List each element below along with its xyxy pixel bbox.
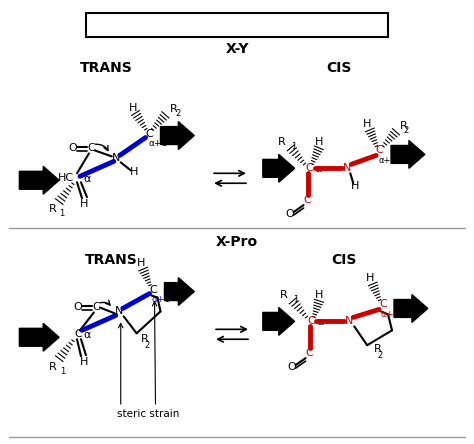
- Text: C: C: [92, 302, 100, 313]
- Text: X-Y: X-Y: [225, 42, 249, 56]
- Text: H: H: [129, 167, 138, 177]
- Polygon shape: [19, 323, 59, 351]
- Text: α+1: α+1: [381, 310, 400, 319]
- Polygon shape: [19, 166, 59, 194]
- Bar: [86, 13, 388, 37]
- Text: C: C: [304, 195, 311, 205]
- Text: 1: 1: [293, 295, 298, 304]
- Text: H: H: [363, 119, 371, 129]
- Text: H: H: [315, 136, 324, 147]
- Text: C: C: [146, 129, 154, 139]
- Polygon shape: [394, 294, 428, 322]
- Text: C: C: [74, 329, 82, 339]
- Text: C: C: [308, 317, 315, 326]
- Polygon shape: [263, 155, 295, 182]
- Text: C: C: [306, 163, 313, 173]
- Text: X-Pro: X-Pro: [216, 235, 258, 249]
- Text: 2: 2: [403, 126, 409, 135]
- Text: O: O: [287, 362, 296, 372]
- Text: 2: 2: [377, 351, 383, 360]
- Text: 1: 1: [291, 142, 296, 151]
- Polygon shape: [263, 307, 295, 335]
- Text: R: R: [48, 362, 56, 372]
- Text: TRANS: TRANS: [84, 253, 137, 267]
- Text: 1: 1: [61, 367, 66, 376]
- Text: H: H: [315, 289, 324, 300]
- Text: PEPTIDE BONDS:  CIS OR TRANS: PEPTIDE BONDS: CIS OR TRANS: [111, 20, 363, 34]
- Text: α: α: [317, 317, 324, 327]
- Text: α+1: α+1: [149, 139, 168, 148]
- Text: R: R: [48, 204, 56, 214]
- Text: R: R: [400, 121, 408, 131]
- Text: R: R: [278, 136, 286, 147]
- Text: 2: 2: [175, 109, 181, 118]
- Text: C: C: [87, 143, 95, 154]
- Text: R: R: [374, 344, 382, 354]
- Text: O: O: [285, 209, 294, 219]
- Text: N: N: [345, 317, 354, 326]
- Text: N: N: [343, 163, 352, 173]
- Text: α: α: [83, 330, 91, 340]
- Text: CIS: CIS: [327, 61, 352, 75]
- Text: C: C: [379, 300, 387, 309]
- Text: 1: 1: [59, 209, 65, 218]
- Text: H: H: [366, 273, 374, 283]
- Text: H: H: [351, 181, 359, 191]
- Text: H: H: [128, 103, 137, 113]
- Text: C: C: [150, 285, 157, 294]
- Text: R: R: [141, 334, 148, 344]
- Text: α: α: [83, 174, 91, 184]
- Text: R: R: [169, 104, 177, 114]
- Text: O: O: [73, 302, 82, 313]
- Text: TRANS: TRANS: [80, 61, 132, 75]
- Polygon shape: [164, 278, 194, 305]
- Text: 2: 2: [144, 341, 149, 350]
- Text: CIS: CIS: [332, 253, 357, 267]
- Text: C: C: [306, 348, 313, 358]
- Text: HC: HC: [58, 173, 74, 183]
- Text: H: H: [80, 199, 88, 209]
- Text: H: H: [137, 258, 145, 268]
- Text: α+1: α+1: [152, 295, 171, 304]
- Text: α+1: α+1: [378, 156, 396, 165]
- Polygon shape: [161, 122, 194, 150]
- Text: α: α: [315, 164, 322, 174]
- Text: C: C: [375, 146, 383, 155]
- Text: N: N: [111, 153, 120, 163]
- Text: N: N: [115, 306, 123, 317]
- Text: steric strain: steric strain: [118, 409, 180, 419]
- Polygon shape: [391, 140, 425, 168]
- Text: R: R: [280, 289, 288, 300]
- Text: H: H: [80, 357, 88, 367]
- Text: O: O: [69, 143, 77, 154]
